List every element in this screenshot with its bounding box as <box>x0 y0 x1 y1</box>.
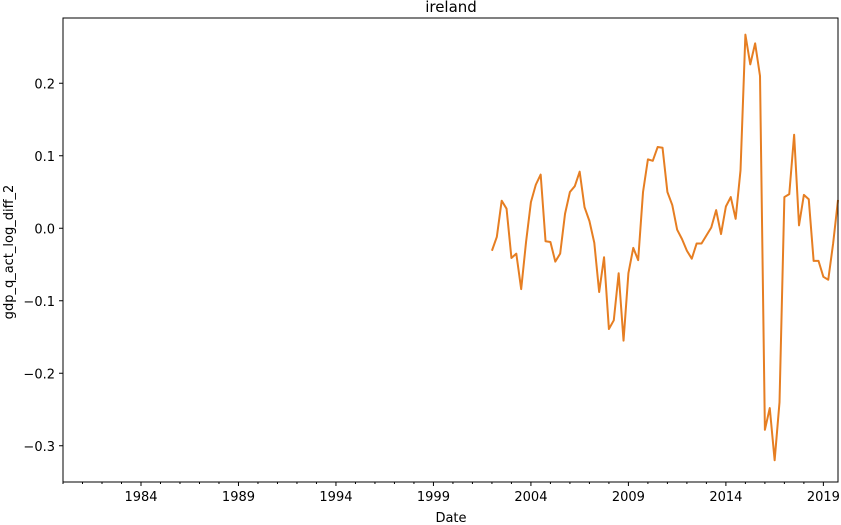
y-tick-label: −0.1 <box>23 295 55 310</box>
x-tick-label: 2014 <box>709 490 742 505</box>
x-tick-label: 2009 <box>612 490 645 505</box>
x-tick-label: 2004 <box>514 490 547 505</box>
x-tick-label: 1984 <box>124 490 157 505</box>
series-line-0 <box>490 33 839 462</box>
x-axis-label: Date <box>435 511 466 525</box>
y-tick-label: 0.1 <box>34 150 55 165</box>
x-axis: 1984 1989 1994 1999 2004 2009 2014 2019 <box>62 482 840 505</box>
chart-title: ireland <box>425 0 477 16</box>
x-tick-label: 1999 <box>417 490 450 505</box>
y-tick-label: 0.2 <box>34 77 55 92</box>
axes-frame <box>62 17 839 483</box>
x-tick-label: 1989 <box>222 490 255 505</box>
x-tick-label: 1994 <box>319 490 352 505</box>
y-axis-label: gdp_q_act_log_diff_2 <box>2 185 17 320</box>
y-tick-label: −0.3 <box>23 440 55 455</box>
y-axis: −0.3 −0.2 −0.1 0.0 0.1 0.2 <box>23 77 63 455</box>
plot-area <box>490 33 839 462</box>
x-tick-label: 2019 <box>807 490 840 505</box>
y-tick-label: −0.2 <box>23 367 55 382</box>
y-tick-label: 0.0 <box>34 222 55 237</box>
